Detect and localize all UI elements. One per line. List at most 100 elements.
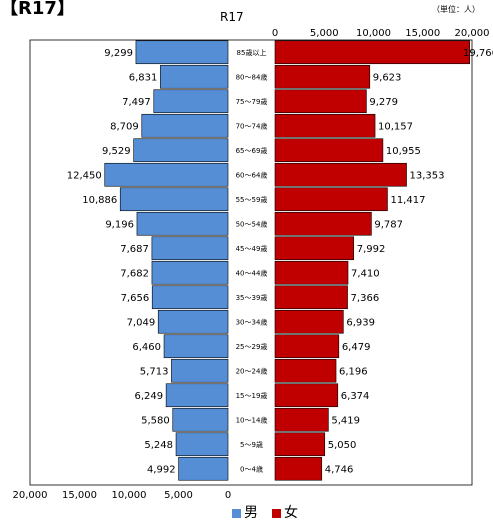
bar-male-0 xyxy=(135,40,229,65)
legend-label-male: 男 xyxy=(244,505,258,521)
value-label-male-5: 12,450 xyxy=(67,170,102,181)
bar-male-12 xyxy=(163,334,229,359)
bar-female-2 xyxy=(274,89,367,114)
tick-label-bottom-2: 10,000 xyxy=(112,490,147,501)
bar-female-16 xyxy=(274,432,326,457)
bar-male-16 xyxy=(175,432,229,457)
tick-label-top-4: 20,000 xyxy=(455,28,490,39)
bar-female-13 xyxy=(274,358,337,383)
value-label-male-15: 5,580 xyxy=(141,415,170,426)
value-label-female-0: 19,766 xyxy=(463,48,493,59)
age-label-3: 70～74歳 xyxy=(236,121,268,130)
bar-female-5 xyxy=(274,162,407,187)
value-label-male-11: 7,049 xyxy=(127,317,156,328)
age-label-14: 15～19歳 xyxy=(236,391,268,400)
bar-male-14 xyxy=(165,383,229,408)
bar-male-15 xyxy=(172,407,229,432)
bar-male-8 xyxy=(151,236,229,261)
legend-item-male: 男 xyxy=(232,502,258,522)
value-label-male-6: 10,886 xyxy=(82,195,117,206)
value-label-male-2: 7,497 xyxy=(122,97,151,108)
age-label-5: 60～64歳 xyxy=(236,170,268,179)
tick-label-bottom-1: 15,000 xyxy=(62,490,97,501)
bar-female-10 xyxy=(274,285,348,310)
value-label-male-9: 7,682 xyxy=(120,268,149,279)
value-label-male-10: 7,656 xyxy=(121,293,150,304)
age-label-9: 40～44歳 xyxy=(236,268,268,277)
chart-title: R17 xyxy=(220,10,244,24)
legend-swatch-female xyxy=(272,508,281,518)
value-label-male-0: 9,299 xyxy=(104,48,133,59)
value-label-male-16: 5,248 xyxy=(144,440,173,451)
bar-male-17 xyxy=(178,456,229,481)
age-label-6: 55～59歳 xyxy=(236,195,268,204)
bar-male-7 xyxy=(136,211,229,236)
value-label-female-8: 7,992 xyxy=(357,244,386,255)
age-label-10: 35～39歳 xyxy=(236,293,268,302)
tick-label-top-1: 5,000 xyxy=(310,28,339,39)
value-label-male-4: 9,529 xyxy=(102,146,131,157)
tick-label-top-3: 15,000 xyxy=(405,28,440,39)
bar-male-5 xyxy=(104,162,229,187)
bar-female-9 xyxy=(274,260,349,285)
bar-male-11 xyxy=(157,309,229,334)
unit-label: （単位：人） xyxy=(432,5,480,14)
value-label-female-10: 7,366 xyxy=(351,293,380,304)
age-label-15: 10～14歳 xyxy=(236,415,268,424)
value-label-male-8: 7,687 xyxy=(120,244,149,255)
age-label-12: 25～29歳 xyxy=(236,342,268,351)
bar-female-15 xyxy=(274,407,329,432)
age-label-1: 80～84歳 xyxy=(236,72,268,81)
value-label-female-5: 13,353 xyxy=(410,170,445,181)
plot-area-frame xyxy=(29,39,473,486)
value-label-female-11: 6,939 xyxy=(346,317,375,328)
value-label-male-17: 4,992 xyxy=(147,464,176,475)
bar-male-1 xyxy=(160,64,229,89)
value-label-male-13: 5,713 xyxy=(140,366,169,377)
page-title: 【R17】 xyxy=(0,0,75,19)
age-label-17: 0～4歳 xyxy=(240,464,263,473)
value-label-female-6: 11,417 xyxy=(390,195,425,206)
value-label-male-7: 9,196 xyxy=(105,219,134,230)
bar-male-9 xyxy=(151,260,229,285)
bar-male-6 xyxy=(119,187,229,212)
value-label-female-12: 6,479 xyxy=(342,342,371,353)
value-label-female-16: 5,050 xyxy=(328,440,357,451)
bar-female-12 xyxy=(274,334,340,359)
bar-male-13 xyxy=(171,358,229,383)
tick-label-top-2: 10,000 xyxy=(356,28,391,39)
age-label-13: 20～24歳 xyxy=(236,366,268,375)
legend: 男 女 xyxy=(232,502,298,522)
bar-female-14 xyxy=(274,383,339,408)
bar-male-10 xyxy=(151,285,229,310)
tick-label-top-0: 0 xyxy=(272,28,278,39)
tick-label-bottom-4: 0 xyxy=(225,490,231,501)
value-label-male-3: 8,709 xyxy=(110,121,139,132)
value-label-female-9: 7,410 xyxy=(351,268,380,279)
age-label-4: 65～69歳 xyxy=(236,146,268,155)
value-label-male-1: 6,831 xyxy=(129,72,158,83)
value-label-female-7: 9,787 xyxy=(374,219,403,230)
legend-item-female: 女 xyxy=(272,502,298,522)
bar-female-11 xyxy=(274,309,344,334)
bar-male-2 xyxy=(153,89,229,114)
value-label-female-3: 10,157 xyxy=(378,121,413,132)
bar-female-7 xyxy=(274,211,372,236)
age-label-0: 85歳以上 xyxy=(237,48,267,57)
bar-female-3 xyxy=(274,113,376,138)
bar-female-6 xyxy=(274,187,388,212)
value-label-female-2: 9,279 xyxy=(369,97,398,108)
value-label-male-14: 6,249 xyxy=(134,391,163,402)
value-label-female-13: 6,196 xyxy=(339,366,368,377)
bar-female-17 xyxy=(274,456,323,481)
value-label-female-17: 4,746 xyxy=(325,464,354,475)
value-label-male-12: 6,460 xyxy=(132,342,161,353)
age-label-11: 30～34歳 xyxy=(236,317,268,326)
bar-female-0 xyxy=(274,40,470,65)
bar-female-1 xyxy=(274,64,371,89)
tick-label-bottom-3: 5,000 xyxy=(164,490,193,501)
value-label-female-1: 9,623 xyxy=(373,72,402,83)
bar-male-3 xyxy=(141,113,229,138)
value-label-female-4: 10,955 xyxy=(386,146,421,157)
